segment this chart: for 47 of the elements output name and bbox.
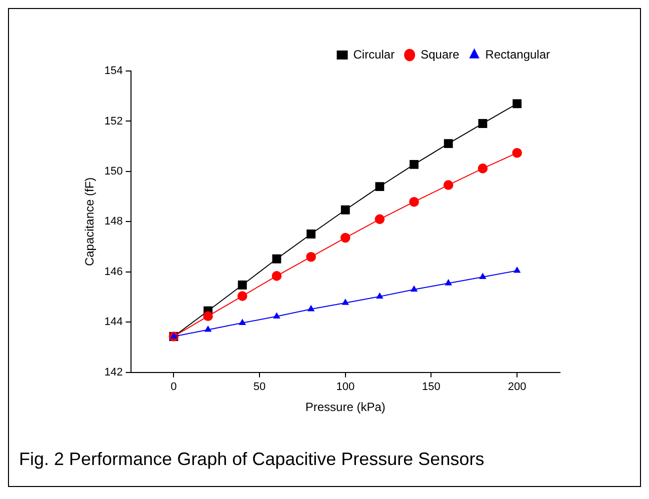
x-tick-label: 200 — [508, 381, 526, 394]
point — [308, 305, 314, 312]
point — [340, 232, 350, 243]
caption: Fig. 2 Performance Graph of Capacitive Pressure Sensors — [18, 448, 486, 471]
point — [409, 196, 419, 207]
point — [375, 182, 384, 191]
point — [374, 214, 385, 224]
y-axis-title: Capacitance (fF) — [82, 177, 97, 266]
y-tick-label: 142 — [104, 366, 123, 378]
y-tick-label: 150 — [104, 166, 123, 178]
point — [410, 286, 418, 292]
point — [445, 280, 452, 286]
legend-label: Square — [420, 47, 460, 62]
point — [272, 271, 282, 281]
x-tick-label: 150 — [422, 381, 440, 394]
point — [340, 205, 350, 214]
point — [238, 280, 247, 290]
y-tick-label: 154 — [104, 65, 123, 78]
y-tick-label: 152 — [104, 115, 123, 128]
point — [512, 148, 522, 158]
point — [306, 230, 316, 238]
point — [239, 319, 246, 326]
x-tick-label: 0 — [170, 381, 177, 394]
x-tick-label: 50 — [253, 381, 266, 394]
point — [410, 160, 419, 169]
x-axis-title: Pressure (kPa) — [305, 400, 386, 414]
point — [306, 252, 316, 262]
point — [204, 326, 212, 332]
legend-label: Rectangular — [485, 47, 550, 62]
point — [443, 180, 454, 190]
point — [203, 311, 213, 322]
point — [479, 273, 486, 280]
point — [342, 299, 349, 305]
y-tick-label: 146 — [104, 266, 123, 278]
point — [272, 254, 282, 264]
point — [376, 292, 383, 299]
x-tick-label: 100 — [336, 381, 355, 394]
point — [478, 119, 488, 128]
point — [237, 291, 248, 301]
point — [273, 312, 280, 318]
point — [444, 139, 453, 148]
point — [478, 164, 488, 174]
y-tick-label: 144 — [104, 316, 123, 328]
legend-label: Circular — [353, 47, 395, 62]
point — [514, 266, 520, 273]
y-tick-label: 148 — [104, 216, 123, 228]
point — [512, 99, 522, 108]
